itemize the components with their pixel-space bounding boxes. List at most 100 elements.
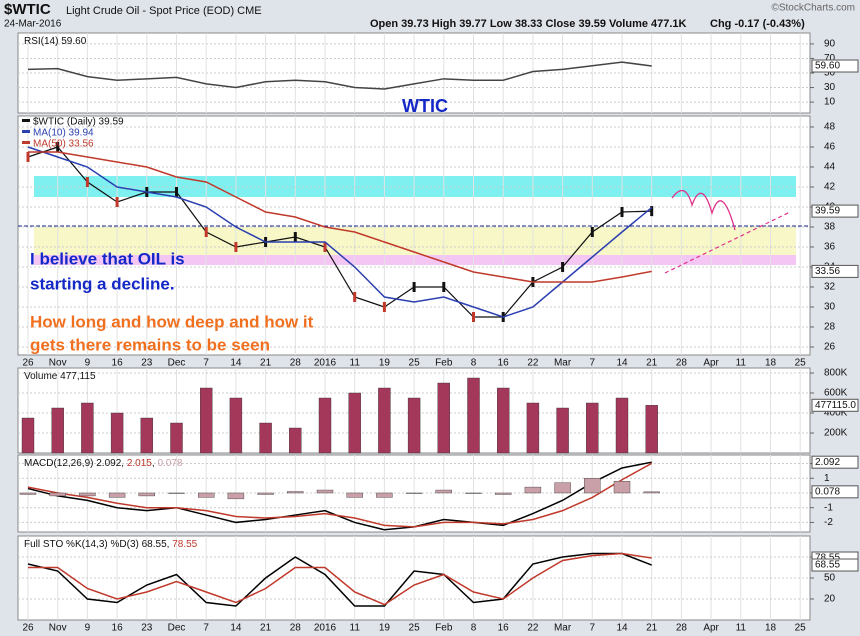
date: 24-Mar-2016 — [4, 19, 62, 30]
last-value-label: 68.55 — [815, 560, 840, 571]
x-tick-label: 16 — [498, 623, 510, 634]
x-tick-label: 26 — [22, 358, 34, 369]
zone — [34, 255, 796, 265]
annotation: I believe that OIL is — [30, 249, 185, 268]
last-value-label: 477115.0 — [815, 400, 856, 411]
bar — [81, 402, 94, 454]
x-tick-label: 7 — [590, 358, 596, 369]
price-bar — [26, 152, 30, 162]
bar — [287, 491, 304, 494]
trend-line — [664, 211, 791, 274]
bar — [138, 492, 156, 497]
legend-entry: MACD(12,26,9) 2.092 — [24, 458, 122, 469]
price-bar — [175, 187, 178, 197]
y-tick-label: 70 — [824, 53, 836, 64]
bar — [316, 489, 334, 494]
bar — [79, 492, 96, 497]
x-tick-label: Mar — [554, 358, 572, 369]
bar — [21, 417, 35, 454]
x-tick-label: 2016 — [314, 623, 337, 634]
bar — [497, 387, 510, 454]
x-tick-label: 16 — [112, 623, 124, 634]
bar — [108, 492, 126, 498]
y-tick-label: -1 — [824, 502, 833, 513]
price-bar — [115, 197, 119, 207]
x-tick-label: 19 — [379, 358, 391, 369]
x-tick-label: 22 — [527, 623, 539, 634]
x-tick-label: 7 — [203, 358, 209, 369]
y-tick-label: 26 — [824, 342, 836, 353]
x-tick-label: 14 — [616, 358, 628, 369]
legend-entry: Full STO %K(14,3) %D(3) 68.55 — [24, 539, 167, 550]
bar — [405, 492, 423, 494]
symbol: $WTIC — [4, 1, 51, 18]
price-bar — [561, 262, 565, 272]
annotation: gets there remains to be seen — [30, 335, 270, 354]
x-tick-label: 26 — [22, 623, 34, 634]
last-value-box — [811, 455, 859, 469]
x-tick-label: 8 — [471, 623, 477, 634]
last-value-label: 78.55 — [815, 553, 840, 564]
bar — [465, 492, 482, 494]
price-bar — [620, 207, 624, 217]
bar — [615, 397, 629, 454]
annotation: How long and how deep and how it — [30, 312, 314, 331]
last-value-label: 59.60 — [815, 61, 840, 72]
legend-swatch — [22, 141, 30, 144]
bar — [586, 402, 599, 454]
x-tick-label: 8 — [471, 358, 477, 369]
legend-swatch — [22, 119, 30, 122]
legend-entry: RSI(14) 59.60 — [24, 36, 87, 47]
last-value-label: 39.59 — [815, 206, 840, 217]
price-bar — [412, 282, 416, 292]
price-bar — [650, 206, 654, 217]
y-tick-label: 48 — [824, 122, 836, 133]
last-value-box — [811, 59, 859, 73]
bar — [613, 481, 631, 494]
last-value-label: 33.56 — [815, 266, 840, 277]
x-tick-label: 11 — [350, 358, 361, 369]
series-line — [27, 61, 652, 90]
x-tick-label: Feb — [435, 358, 453, 369]
bar — [168, 492, 185, 494]
x-tick-label: 25 — [795, 358, 807, 369]
y-tick-label: 20 — [824, 594, 836, 605]
bar — [229, 397, 243, 454]
annotation: WTIC — [402, 96, 448, 116]
series-line — [28, 552, 652, 606]
price-bar — [293, 232, 297, 242]
series-line — [27, 462, 653, 528]
price-bar — [382, 302, 386, 312]
x-tick-label: 14 — [230, 358, 242, 369]
bar — [524, 486, 542, 494]
legend: Full STO %K(14,3) %D(3) 68.55, 78.55 — [24, 539, 198, 550]
bar — [556, 407, 569, 454]
last-value-box — [811, 264, 859, 278]
x-tick-label: 19 — [379, 623, 391, 634]
x-tick-label: 7 — [590, 623, 596, 634]
legend: MACD(12,26,9) 2.092, 2.015, 0.078 — [24, 458, 183, 469]
x-tick-label: 25 — [409, 358, 421, 369]
bar — [378, 387, 391, 454]
legend-entry: 2.015 — [127, 458, 152, 469]
series-line — [28, 151, 652, 283]
security-name: Light Crude Oil - Spot Price (EOD) CME — [66, 5, 262, 17]
x-tick-label: 9 — [85, 358, 91, 369]
x-tick-label: 21 — [260, 623, 272, 634]
bar — [348, 392, 361, 454]
bar — [437, 382, 450, 454]
x-tick-label: Nov — [49, 358, 67, 369]
x-tick-label: 9 — [85, 623, 91, 634]
price-bar — [56, 142, 60, 152]
price-bar — [442, 282, 446, 292]
x-tick-label: Mar — [554, 623, 572, 634]
y-tick-label: 42 — [824, 182, 836, 193]
y-tick-label: 1 — [824, 473, 830, 484]
y-tick-label: 28 — [824, 322, 836, 333]
bar — [495, 492, 512, 495]
x-tick-label: 11 — [736, 623, 747, 634]
x-tick-label: 11 — [350, 623, 361, 634]
x-tick-label: 21 — [260, 358, 272, 369]
legend-entry: Volume 477,115 — [24, 371, 96, 382]
